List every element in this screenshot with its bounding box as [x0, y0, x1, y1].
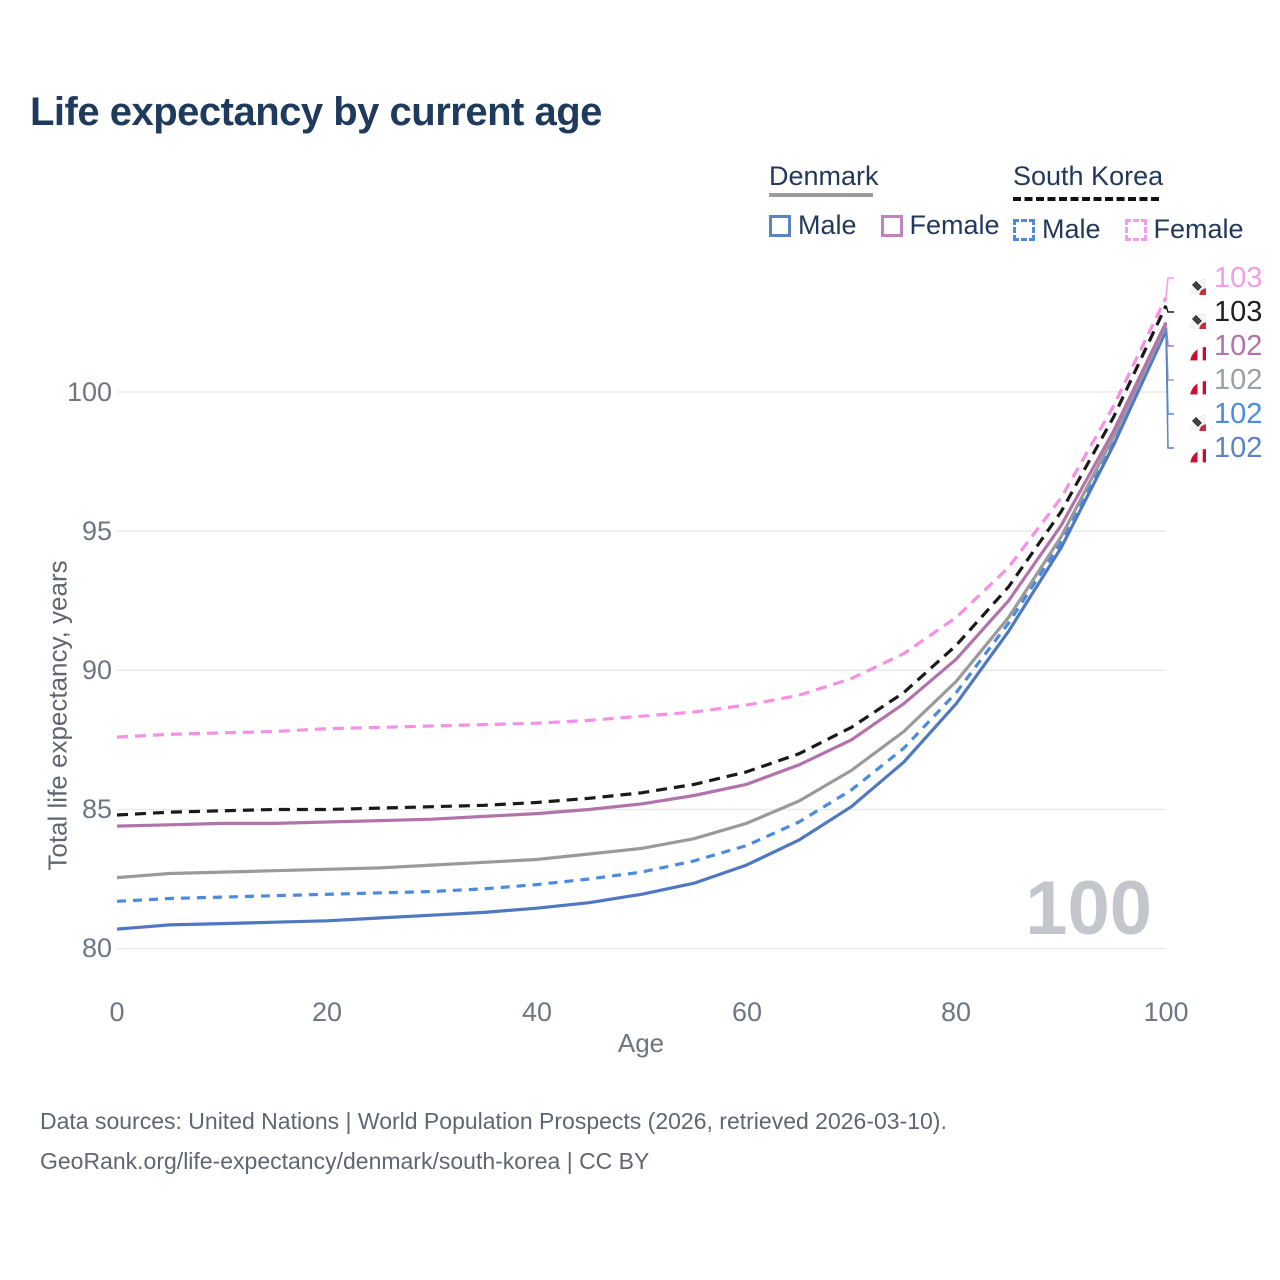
south-korea-line-style-sample	[1013, 193, 1159, 201]
south-korea-flag-icon	[1172, 295, 1206, 329]
gridlines	[117, 391, 1166, 950]
series-line-denmark-male[interactable]	[116, 330, 1168, 931]
leader-line	[1165, 305, 1174, 313]
legend-group-south-korea: South Korea Male Female	[1013, 162, 1244, 245]
denmark-flag-icon	[1172, 363, 1206, 397]
x-tick-label: 40	[521, 997, 553, 1027]
end-label-value: 102	[1214, 330, 1263, 362]
legend-item-denmark-female[interactable]: Female	[880, 210, 1000, 241]
x-tick-label: 60	[731, 997, 763, 1027]
south-korea-male-swatch-icon	[1013, 218, 1035, 241]
denmark-flag-icon	[1172, 431, 1206, 465]
end-label-value: 103	[1214, 296, 1263, 328]
denmark-flag-icon	[1172, 329, 1206, 363]
legend-item-label: Female	[1153, 214, 1244, 244]
legend-header-denmark[interactable]: Denmark	[769, 161, 879, 191]
x-tick-label: 20	[311, 997, 343, 1027]
series-line-denmark-female[interactable]	[116, 321, 1168, 828]
legend-header-south-korea[interactable]: South Korea	[1013, 161, 1164, 191]
y-tick-label: 95	[81, 516, 112, 546]
x-tick-label: 80	[940, 997, 972, 1027]
legend-item-label: Male	[1042, 214, 1101, 244]
x-axis-title: Age	[617, 1028, 665, 1058]
legend-item-label: Male	[798, 210, 857, 240]
end-label-south-korea-male: 102	[1172, 397, 1262, 431]
denmark-male-swatch-icon	[769, 214, 791, 237]
data-sources-text: Data sources: United Nations | World Pop…	[40, 1108, 947, 1134]
end-label-value: 102	[1214, 398, 1263, 430]
chart-title: Life expectancy by current age	[30, 90, 602, 134]
attribution-text: GeoRank.org/life-expectancy/denmark/sout…	[40, 1148, 650, 1174]
series-line-south-korea-female[interactable]	[116, 296, 1168, 739]
leader-line	[1165, 277, 1174, 298]
denmark-female-swatch-icon	[880, 214, 903, 237]
y-tick-label: 85	[81, 794, 112, 824]
y-tick-label: 80	[81, 933, 112, 963]
x-tick-label: 0	[109, 997, 125, 1027]
age-watermark: 100	[1025, 866, 1152, 951]
end-label-value: 102	[1214, 432, 1263, 464]
denmark-line-style-sample	[769, 193, 873, 197]
south-korea-flag-icon	[1172, 397, 1206, 431]
legend-item-label: Female	[909, 210, 1000, 240]
end-label-south-korea-female: 103	[1172, 261, 1262, 295]
series-line-south-korea[interactable]	[116, 305, 1168, 817]
south-korea-female-swatch-icon	[1124, 218, 1147, 241]
leader-lines	[1165, 277, 1174, 449]
y-tick-label: 90	[81, 655, 112, 685]
x-tick-label: 100	[1143, 997, 1189, 1027]
legend-item-south-korea-male[interactable]: Male	[1013, 214, 1101, 245]
end-label-denmark: 102	[1172, 363, 1262, 397]
end-label-denmark-male: 102	[1172, 431, 1262, 465]
series-line-denmark[interactable]	[116, 324, 1168, 880]
end-label-south-korea: 103	[1172, 295, 1262, 329]
end-label-denmark-female: 102	[1172, 329, 1262, 363]
end-label-value: 103	[1214, 262, 1263, 294]
legend-item-south-korea-female[interactable]: Female	[1124, 214, 1244, 245]
legend-item-denmark-male[interactable]: Male	[769, 210, 857, 241]
y-tick-label: 100	[66, 377, 112, 407]
leader-line	[1165, 330, 1174, 449]
south-korea-flag-icon	[1172, 261, 1206, 295]
end-label-value: 102	[1214, 364, 1263, 396]
legend-group-denmark: Denmark Male Female	[769, 162, 1000, 241]
